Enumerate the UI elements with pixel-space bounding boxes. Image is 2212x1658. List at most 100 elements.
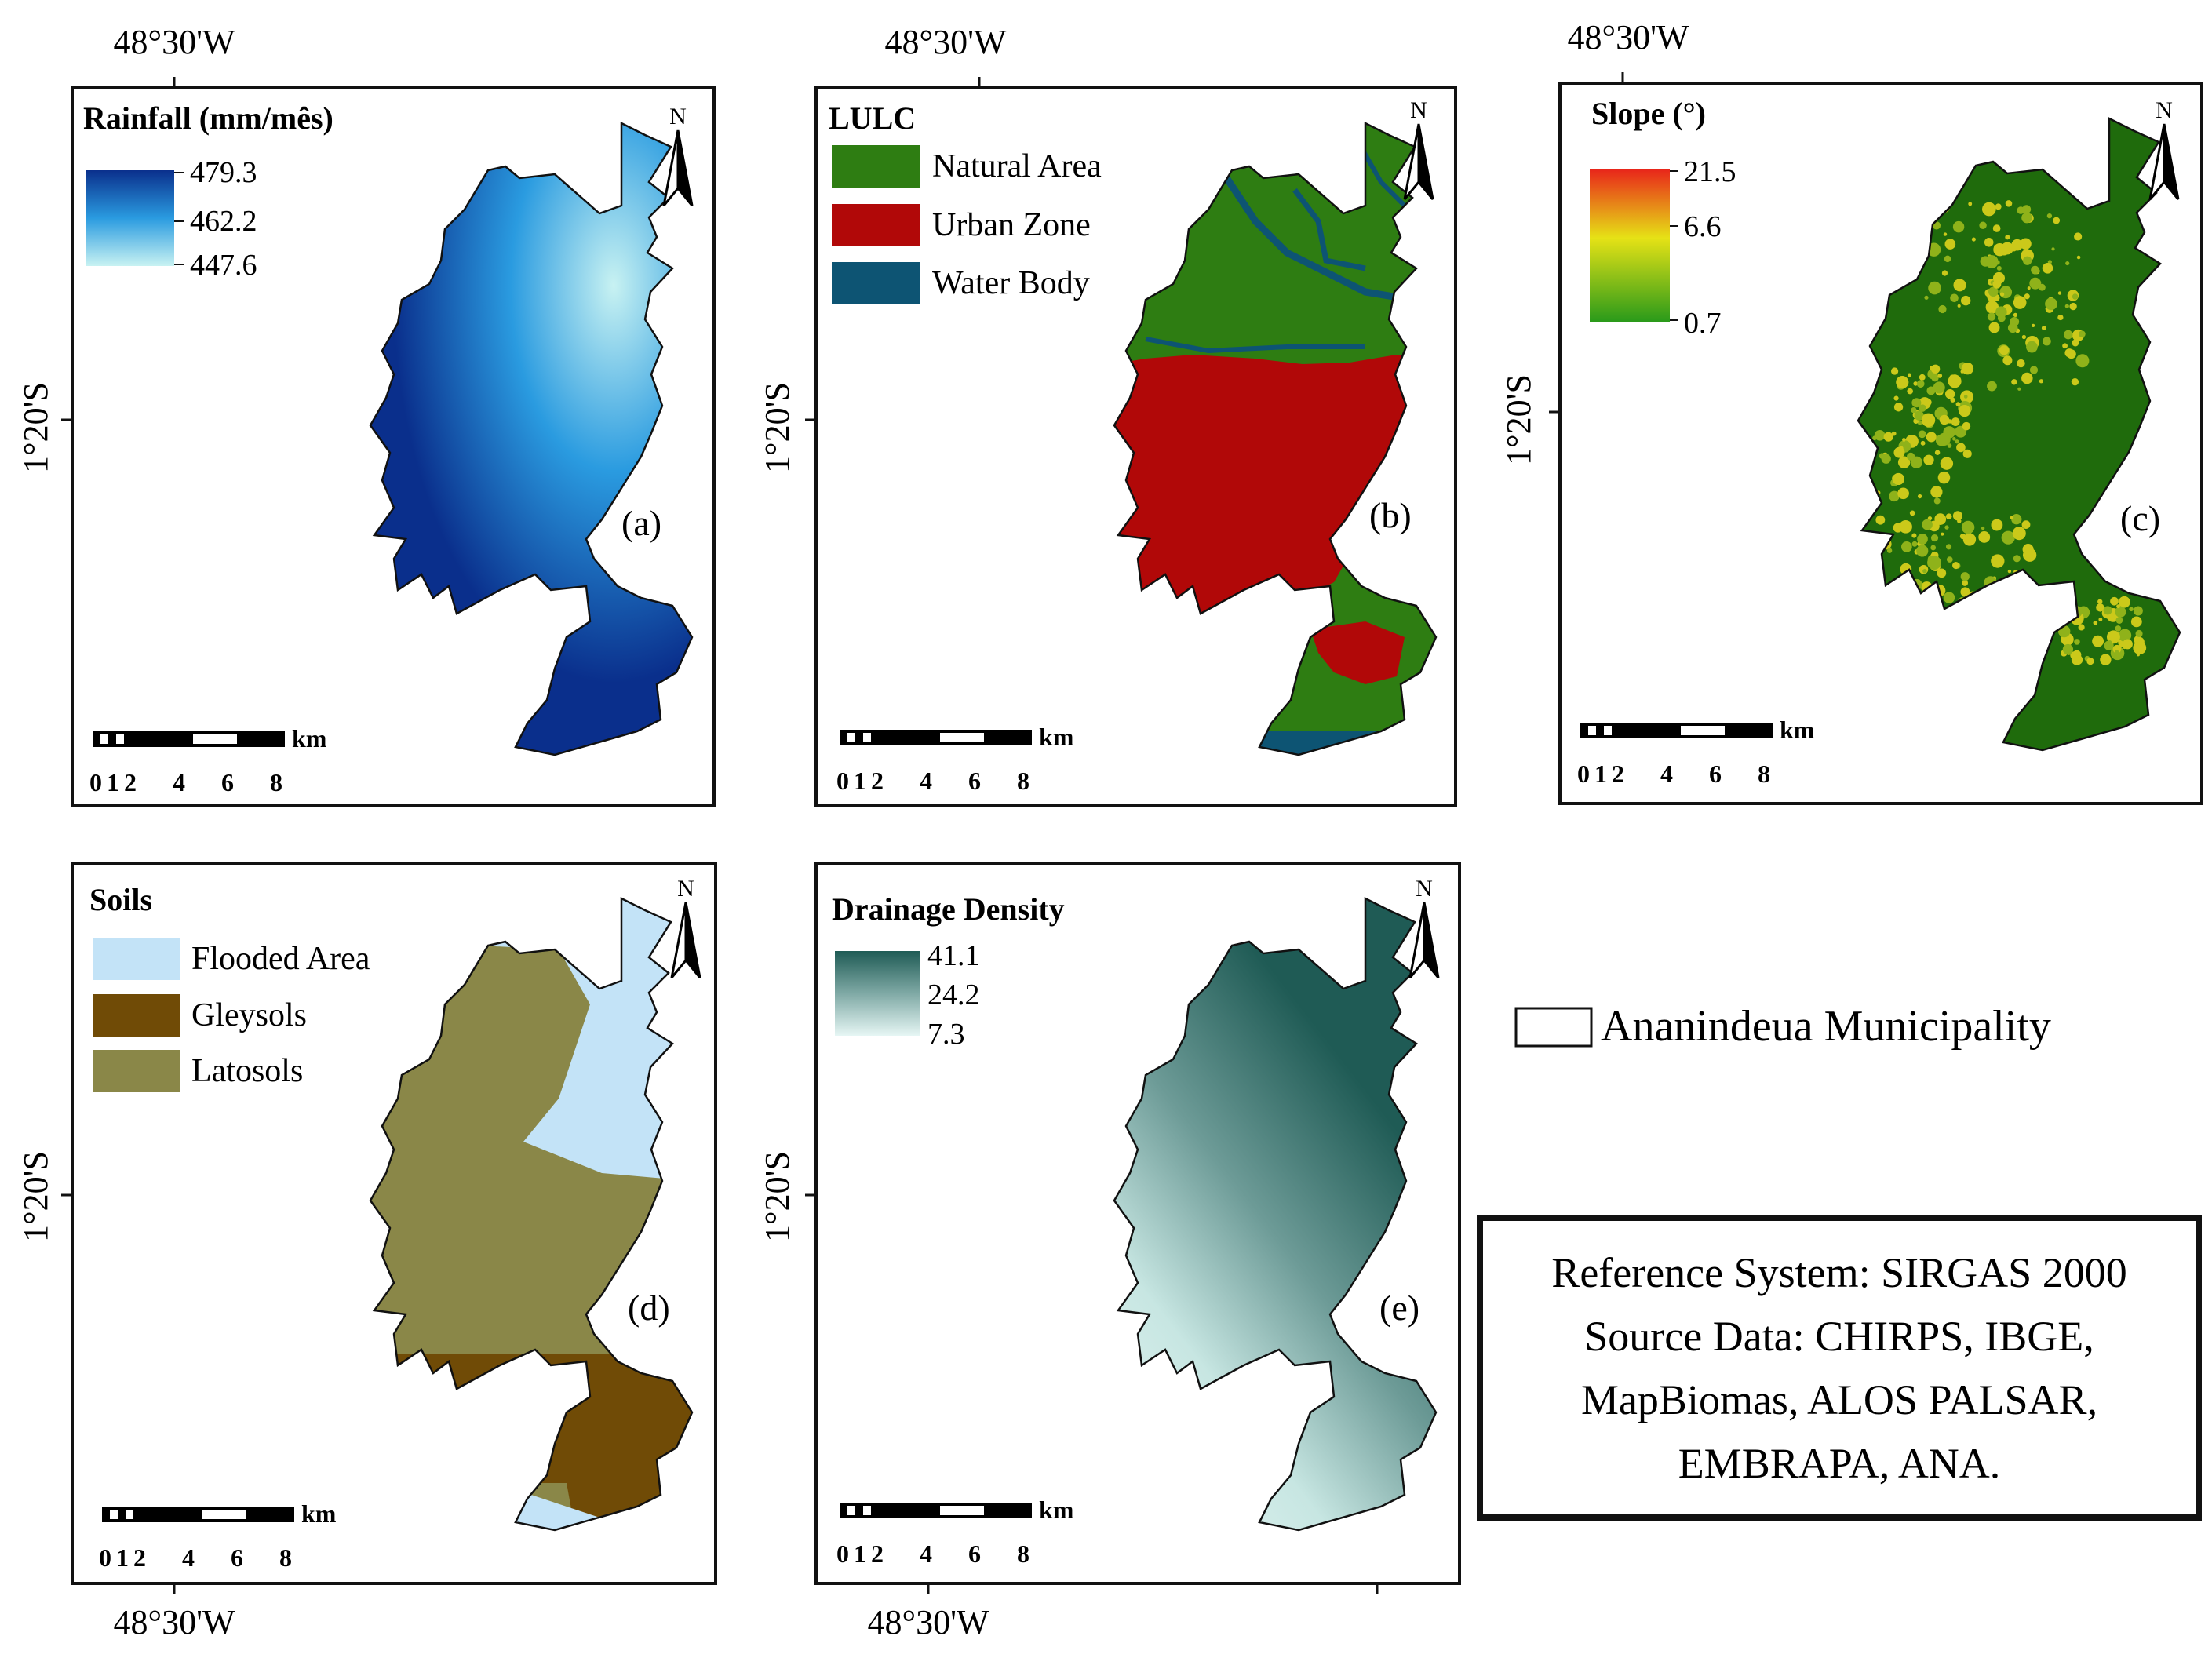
slope-speck [2064, 304, 2069, 308]
slope-speck [2013, 312, 2018, 317]
slope-speck [1947, 443, 1952, 448]
slope-speck [1934, 513, 1947, 525]
legend-label: Water Body [932, 265, 1090, 301]
legend-swatch [93, 938, 180, 980]
slope-speck [1896, 375, 1909, 389]
slope-speck [2135, 629, 2143, 638]
slope-speck [1920, 440, 1926, 446]
slope-speck [2097, 599, 2103, 604]
slope-speck [2053, 217, 2061, 224]
legend-item-latosols: Latosols [93, 1050, 303, 1092]
slope-speck [1930, 545, 1937, 551]
slope-speck [2062, 643, 2074, 655]
slope-speck [2041, 326, 2046, 330]
slope-speck [2047, 260, 2052, 264]
slope-speck [1913, 381, 1918, 386]
slope-speck [2066, 349, 2076, 359]
slope-speck [2100, 654, 2112, 665]
scale-tick: 2 [133, 1543, 146, 1572]
slope-speck [2032, 323, 2035, 328]
slope-speck [1992, 224, 2001, 232]
slope-speck [2039, 379, 2043, 384]
slope-speck [1930, 534, 1939, 542]
slope-speck [1886, 548, 1893, 553]
scale-tick: 4 [173, 768, 185, 796]
slope-speck [1914, 410, 1924, 421]
municipality-outline-legend: Ananindeua Municipality [1514, 1002, 2051, 1051]
legend-title: Slope (°) [1591, 96, 1706, 131]
slope-speck [1978, 531, 1991, 543]
legend-label: Gleysols [191, 997, 307, 1033]
legend-label: Flooded Area [191, 941, 370, 977]
slope-speck [1919, 404, 1926, 412]
scale-tick: 0 [99, 1543, 111, 1572]
scale-bar: km 0 1 2 4 6 8 [836, 1496, 1074, 1568]
north-label: N [669, 104, 687, 129]
slope-speck [1987, 312, 1996, 321]
slope-speck [1988, 322, 2000, 333]
legend-value-high: 479.3 [190, 156, 257, 189]
slope-speck [1891, 431, 1897, 436]
slope-speck [1944, 255, 1951, 263]
slope-speck [2086, 657, 2094, 665]
slope-speck [2065, 261, 2070, 266]
longitude-label: 48°30'W [867, 1603, 989, 1642]
longitude-label: 48°30'W [1567, 18, 1689, 56]
slope-speck [1919, 374, 1926, 381]
slope-speck [2010, 516, 2014, 519]
longitude-label: 48°30'W [113, 1603, 235, 1642]
scale-tick: 8 [1017, 767, 1029, 795]
slope-speck [2118, 629, 2132, 642]
scale-unit: km [1039, 1496, 1074, 1524]
scale-bar: km 0 1 2 4 6 8 [836, 723, 1074, 795]
slope-speck [2079, 330, 2086, 337]
scale-tick: 1 [116, 1543, 129, 1572]
slope-speck [1892, 474, 1900, 483]
slope-speck [1971, 237, 1976, 242]
scale-tick: 1 [854, 1540, 866, 1568]
slope-speck [1917, 534, 1928, 545]
slope-speck [1928, 281, 1941, 295]
slope-speck [2074, 232, 2083, 241]
slope-speck [2022, 548, 2037, 562]
scale-unit: km [292, 724, 327, 752]
slope-speck [2062, 343, 2068, 349]
slope-speck [1907, 452, 1915, 461]
slope-speck [1999, 286, 2013, 299]
panel-tag: (d) [628, 1288, 670, 1328]
slope-speck [1875, 515, 1886, 525]
slope-speck [1881, 454, 1891, 464]
slope-speck [1952, 220, 1965, 233]
slope-speck [1933, 497, 1941, 505]
scale-tick: 2 [871, 1540, 884, 1568]
slope-speck [2005, 235, 2010, 240]
scale-tick: 8 [1758, 760, 1770, 788]
slope-speck [1962, 449, 1972, 458]
slope-speck [1883, 432, 1893, 442]
north-label: N [677, 876, 694, 902]
slope-speck [1893, 403, 1904, 412]
legend-title: Rainfall (mm/mês) [83, 100, 333, 136]
slope-speck [2042, 263, 2053, 274]
panel-soils: Soils Flooded Area Gleysols Latosols N (… [71, 862, 717, 1585]
scale-tick: 6 [231, 1543, 243, 1572]
legend-title: Soils [89, 882, 152, 917]
slope-speck [1948, 374, 1962, 388]
slope-speck [1923, 454, 1934, 465]
slope-speck [1943, 232, 1948, 236]
slope-speck [1897, 456, 1911, 468]
scale-tick: 6 [1709, 760, 1722, 788]
scale-tick: 8 [279, 1543, 292, 1572]
slope-speck [1893, 395, 1899, 401]
slope-speck [1953, 279, 1966, 292]
slope-speck [1947, 431, 1953, 438]
north-arrow-icon: N [670, 876, 701, 979]
slope-speck [2017, 387, 2021, 391]
slope-speck [1911, 533, 1917, 538]
slope-speck [1960, 572, 1970, 581]
scale-bar: km 0 1 2 4 6 8 [1577, 716, 1815, 788]
slope-speck [1899, 519, 1912, 534]
longitude-label: 48°30'W [113, 23, 235, 61]
slope-speck [1940, 457, 1954, 470]
slope-speck [2136, 653, 2140, 657]
